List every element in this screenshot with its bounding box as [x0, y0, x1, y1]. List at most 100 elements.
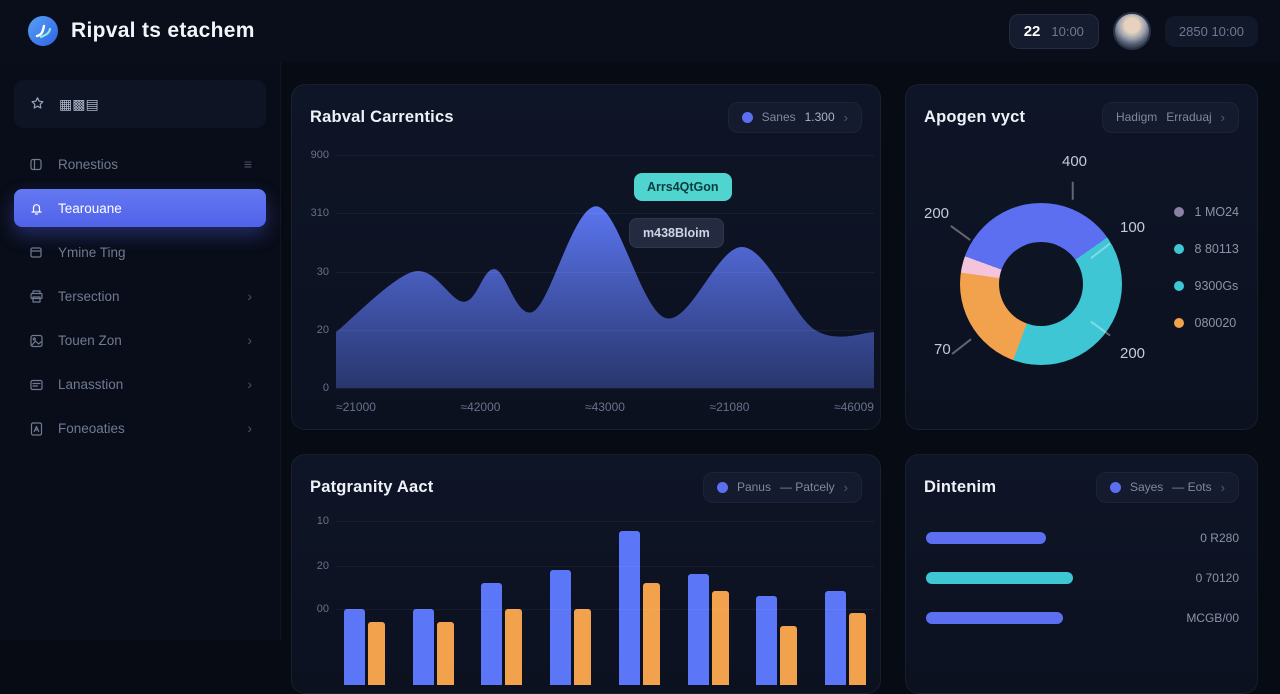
- x-axis-tick: ≈21000: [336, 400, 376, 414]
- y-axis-tick: 20: [317, 560, 329, 572]
- hbar-row: 0 70120: [924, 571, 1239, 585]
- filter-option-1[interactable]: Hadigm: [1116, 110, 1157, 124]
- hbar-legend-pill[interactable]: Sayes — Eots ›: [1096, 472, 1239, 503]
- sidebar-item-ymine-ting[interactable]: Ymine Ting: [14, 230, 266, 274]
- bar-group: [550, 570, 591, 685]
- donut-callout: 70: [934, 341, 951, 358]
- hbar-label: 0 R280: [1200, 531, 1239, 545]
- legend-dot: [742, 112, 753, 123]
- bar-primary: [481, 583, 502, 685]
- legend-item: 080020: [1174, 316, 1239, 330]
- sidebar-item-lanasstion[interactable]: Lanasstion ›: [14, 362, 266, 406]
- filter-option-2[interactable]: Erraduaj: [1166, 110, 1211, 124]
- topbar: Ripval ts etachem 22 10:00 2850 10:00: [0, 0, 1280, 62]
- legend-label: 8 80113: [1195, 242, 1239, 256]
- brand: Ripval ts etachem: [28, 16, 255, 46]
- chevron-right-icon: ›: [844, 110, 848, 125]
- gridline: [336, 388, 874, 389]
- gridline: [336, 272, 874, 273]
- area-chart-title: Rabval Carrentics: [310, 108, 454, 127]
- panel-icon: [28, 156, 45, 173]
- star-badge-icon: [29, 96, 46, 113]
- hbar: [926, 612, 1063, 624]
- sidebar-item-trailing-icon: ›: [247, 420, 252, 436]
- donut-chart: [960, 203, 1122, 365]
- bar-secondary: [574, 609, 591, 685]
- hbar: [926, 532, 1046, 544]
- sidebar-item-trailing-icon: ›: [247, 332, 252, 348]
- bar-chart-legend-pill[interactable]: Panus — Patcely ›: [703, 472, 862, 503]
- time-value: 22: [1024, 23, 1041, 40]
- donut-callout: 400: [1062, 153, 1087, 170]
- legend-dot: [1174, 244, 1184, 254]
- chart-tooltip-secondary: m438Bloim: [629, 218, 724, 248]
- donut-callout: 100: [1120, 219, 1145, 236]
- y-axis-tick: 30: [317, 266, 329, 278]
- chevron-right-icon: ›: [844, 480, 848, 495]
- y-axis-tick: 10: [317, 515, 329, 527]
- legend-label: 1 MO24: [1195, 205, 1239, 219]
- bar-secondary: [780, 626, 797, 685]
- legend-item: 1 MO24: [1174, 205, 1239, 219]
- bar-primary: [825, 591, 846, 685]
- time-pill[interactable]: 22 10:00: [1009, 14, 1099, 49]
- legend-value: 1.300: [805, 110, 835, 124]
- legend-dot: [1110, 482, 1121, 493]
- bell-icon: [28, 200, 45, 217]
- bar-group: [344, 609, 385, 685]
- user-pill[interactable]: 2850 10:00: [1165, 16, 1258, 47]
- gridline: [336, 609, 874, 610]
- legend-label-1: Sayes: [1130, 480, 1163, 494]
- legend-item: 9300Gs: [1174, 279, 1239, 293]
- callout-line: [1072, 182, 1074, 200]
- avatar[interactable]: [1113, 12, 1151, 50]
- hbar-label: MCGB/00: [1186, 611, 1239, 625]
- sidebar-item-foneoaties[interactable]: Foneoaties ›: [14, 406, 266, 450]
- donut-filter-pill[interactable]: Hadigm Erraduaj ›: [1102, 102, 1239, 133]
- chevron-right-icon: ›: [1221, 110, 1225, 125]
- sidebar-item-tersection[interactable]: Tersection›: [14, 274, 266, 318]
- callout-line: [952, 338, 972, 354]
- bar-primary: [619, 531, 640, 685]
- doc-icon: [28, 420, 45, 437]
- sidebar-item-label: Lanasstion: [58, 377, 234, 392]
- bar-group: [481, 583, 522, 685]
- hbar-row: MCGB/00: [924, 611, 1239, 625]
- bar-secondary: [849, 613, 866, 685]
- hbar-label: 0 70120: [1196, 571, 1239, 585]
- workspace-label: ▦▩▤: [59, 96, 99, 113]
- y-axis-tick: 900: [311, 149, 329, 161]
- board-icon: [28, 244, 45, 261]
- donut-callout: 200: [1120, 345, 1145, 362]
- image-icon: [28, 332, 45, 349]
- hbar: [926, 572, 1073, 584]
- y-axis-tick: 00: [317, 603, 329, 615]
- area-chart-legend-pill[interactable]: Sanes 1.300 ›: [728, 102, 862, 133]
- sidebar-item-ronestios[interactable]: Ronestios≡: [14, 142, 266, 186]
- bar-secondary: [643, 583, 660, 685]
- x-axis-tick: ≈46009: [834, 400, 874, 414]
- x-axis-tick: ≈43000: [585, 400, 625, 414]
- hbar-chart-title: Dintenim: [924, 478, 996, 497]
- bar-chart-title: Patgranity Aact: [310, 478, 433, 497]
- gridline: [336, 566, 874, 567]
- legend-label: 9300Gs: [1195, 279, 1239, 293]
- hbar-chart: 0 R280 0 70120 MCGB/00: [924, 531, 1239, 625]
- bar-secondary: [437, 622, 454, 685]
- bar-group: [619, 531, 660, 685]
- sidebar-item-touen-zon[interactable]: Touen Zon›: [14, 318, 266, 362]
- workspace-selector[interactable]: ▦▩▤: [14, 80, 266, 128]
- brand-logo-icon: [28, 16, 58, 46]
- sidebar-item-trailing-icon: ›: [247, 376, 252, 392]
- legend-label-2: — Patcely: [780, 480, 835, 494]
- sidebar-item-label: Tersection: [58, 289, 234, 304]
- sidebar-item-tearouane[interactable]: Tearouane: [14, 189, 266, 227]
- sidebar-item-label: Ronestios: [58, 157, 231, 172]
- sidebar-item-label: Foneoaties: [58, 421, 234, 436]
